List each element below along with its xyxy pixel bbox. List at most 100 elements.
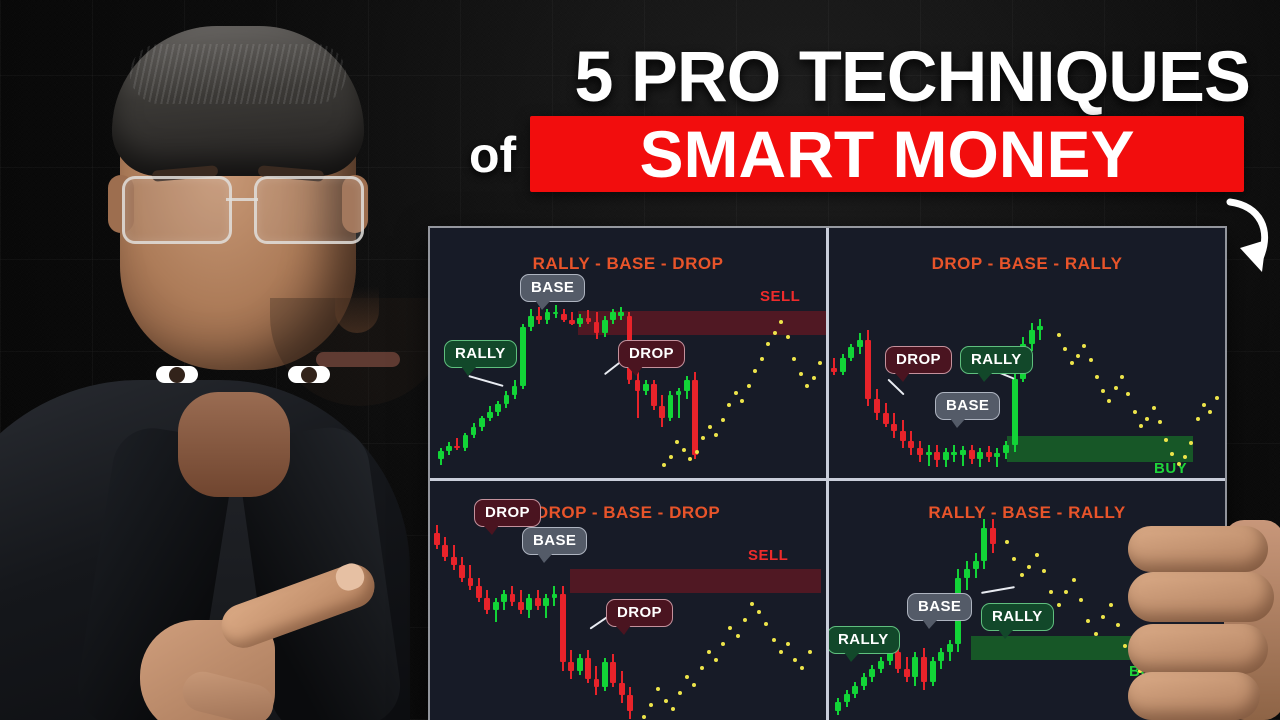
candle <box>520 323 526 390</box>
candle <box>434 525 440 550</box>
candle <box>503 391 510 409</box>
projection-dot <box>740 398 744 403</box>
projection-dot <box>1079 598 1083 603</box>
candle <box>848 343 855 362</box>
projection-dot <box>1101 389 1106 393</box>
curved-down-arrow-icon <box>1226 198 1268 272</box>
candle <box>479 415 485 431</box>
candle <box>462 432 469 452</box>
finger-4 <box>1128 672 1260 720</box>
projection-dot <box>1064 590 1069 595</box>
candle <box>938 648 945 670</box>
candle <box>964 560 970 591</box>
candle <box>903 656 910 682</box>
projection-dot <box>694 449 699 454</box>
projection-dot <box>707 425 712 430</box>
projection-dot <box>792 357 796 362</box>
candle <box>543 593 549 618</box>
projection-dot <box>1107 399 1112 404</box>
candle <box>925 444 932 466</box>
label-rally: RALLY <box>444 340 517 376</box>
projection-dot <box>1042 569 1046 574</box>
candle <box>561 308 567 322</box>
title-banner: SMART MONEY <box>530 116 1244 192</box>
nose <box>335 255 379 333</box>
candle <box>536 306 542 324</box>
candle <box>501 589 507 610</box>
projection-dot <box>692 682 697 687</box>
eye-left <box>156 366 198 383</box>
label-rally: RALLY <box>829 626 900 662</box>
label-drop: DROP <box>885 346 952 382</box>
candle <box>610 308 616 324</box>
projection-dot <box>1093 631 1098 636</box>
label-text: RALLY <box>971 351 1022 368</box>
projection-dot <box>733 391 738 396</box>
rally-pointer-line <box>468 375 504 387</box>
projection-dot <box>1183 455 1187 460</box>
projection-dot <box>1164 437 1169 442</box>
demand-zone <box>1007 436 1193 462</box>
candle <box>634 372 641 418</box>
candle <box>492 597 499 623</box>
projection-dot <box>714 432 718 437</box>
candle <box>593 312 600 339</box>
candle <box>692 372 698 459</box>
projection-dot <box>663 698 668 703</box>
candle <box>878 656 884 674</box>
projection-dot <box>786 642 790 647</box>
projection-dot <box>818 361 822 366</box>
candle <box>551 585 558 606</box>
panel-title: RALLY - BASE - RALLY <box>928 503 1126 522</box>
projection-dot <box>1063 347 1068 352</box>
candle <box>891 413 898 438</box>
candle <box>618 306 624 320</box>
candle <box>946 639 953 661</box>
candle <box>511 380 518 399</box>
projection-dot <box>1005 540 1009 545</box>
candle <box>856 333 863 355</box>
candle <box>560 585 566 671</box>
label-text: BASE <box>531 279 575 296</box>
candle <box>675 387 682 418</box>
label-text: RALLY <box>455 345 506 362</box>
neck <box>178 392 290 497</box>
candle <box>869 664 876 682</box>
candle <box>627 686 633 719</box>
finger-1 <box>1128 526 1268 572</box>
projection-dot <box>742 618 747 622</box>
projection-dot <box>1126 392 1131 397</box>
finger-2 <box>1128 572 1274 622</box>
candle <box>438 447 444 465</box>
projection-dot <box>670 706 675 711</box>
label-text: RALLY <box>992 608 1043 625</box>
candle <box>977 448 984 468</box>
label-rally: RALLY <box>960 346 1033 382</box>
candle <box>917 441 923 463</box>
candle <box>1037 319 1044 341</box>
candle <box>994 448 1001 468</box>
title-connector: of <box>469 127 517 183</box>
vertical-divider <box>826 228 829 720</box>
candle <box>577 314 583 328</box>
projection-dot <box>1027 565 1032 570</box>
label-text: DROP <box>629 345 674 362</box>
projection-dot <box>1019 573 1024 578</box>
panel-rally-base-drop[interactable]: RALLY - BASE - DROP SELL RALLY BASE DROP <box>430 228 826 478</box>
candle <box>495 400 501 416</box>
projection-dot <box>1189 441 1194 446</box>
mouth <box>316 352 400 367</box>
panel-title: DROP - BASE - RALLY <box>931 254 1123 273</box>
projection-dot <box>759 357 764 362</box>
projection-dot <box>1145 416 1150 421</box>
candle <box>534 589 541 610</box>
candle <box>968 444 975 464</box>
candle <box>874 389 880 421</box>
panel-drop-base-drop[interactable]: DROP - BASE - DROP SELL DROP BASE DROP <box>430 481 826 720</box>
panel-drop-base-rally[interactable]: DROP - BASE - RALLY BUY DROP RALLY BASE <box>829 228 1225 478</box>
candle <box>942 448 949 468</box>
supply-zone <box>570 569 821 593</box>
projection-dot <box>1123 644 1128 649</box>
candle <box>610 654 617 687</box>
